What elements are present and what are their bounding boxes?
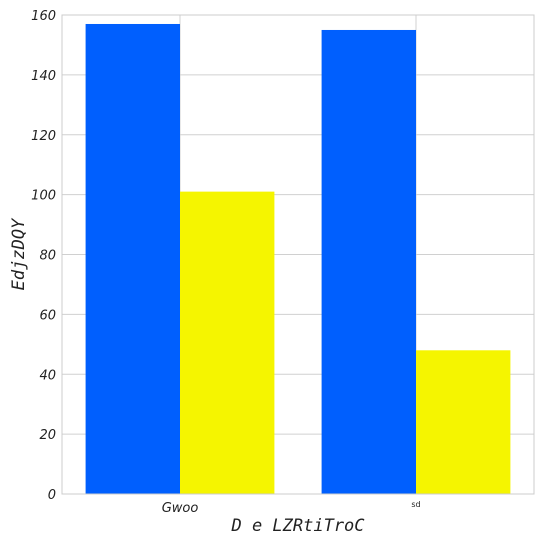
y-tick-label: 120: [31, 129, 56, 144]
x-axis-label: D e LZRtiTroC: [230, 516, 365, 536]
y-axis-label: EdjzDQY: [9, 217, 29, 290]
y-tick-label: 160: [31, 9, 56, 24]
bar-sd-series-2: [416, 350, 511, 494]
bars: [85, 23, 511, 494]
y-tick-label: 60: [39, 308, 56, 323]
bar-Gwoo-series-1: [85, 23, 180, 494]
x-tick-label: Gwoo: [162, 501, 199, 516]
y-tick-labels: 0 20 40 60 80 100 120 140 160: [31, 9, 56, 503]
y-tick-label: 40: [39, 368, 56, 383]
y-tick-label: 100: [31, 189, 56, 204]
y-tick-label: 20: [39, 428, 56, 443]
y-tick-label: 80: [39, 249, 56, 264]
bar-sd-series-1: [321, 29, 416, 494]
plot-frame: [61, 14, 535, 495]
x-tick-label: sd: [411, 500, 420, 509]
bar-Gwoo-series-2: [180, 191, 275, 494]
y-tick-label: 0: [48, 488, 56, 503]
y-tick-label: 140: [31, 69, 56, 84]
x-tick-labels: Gwoo sd: [162, 500, 421, 516]
